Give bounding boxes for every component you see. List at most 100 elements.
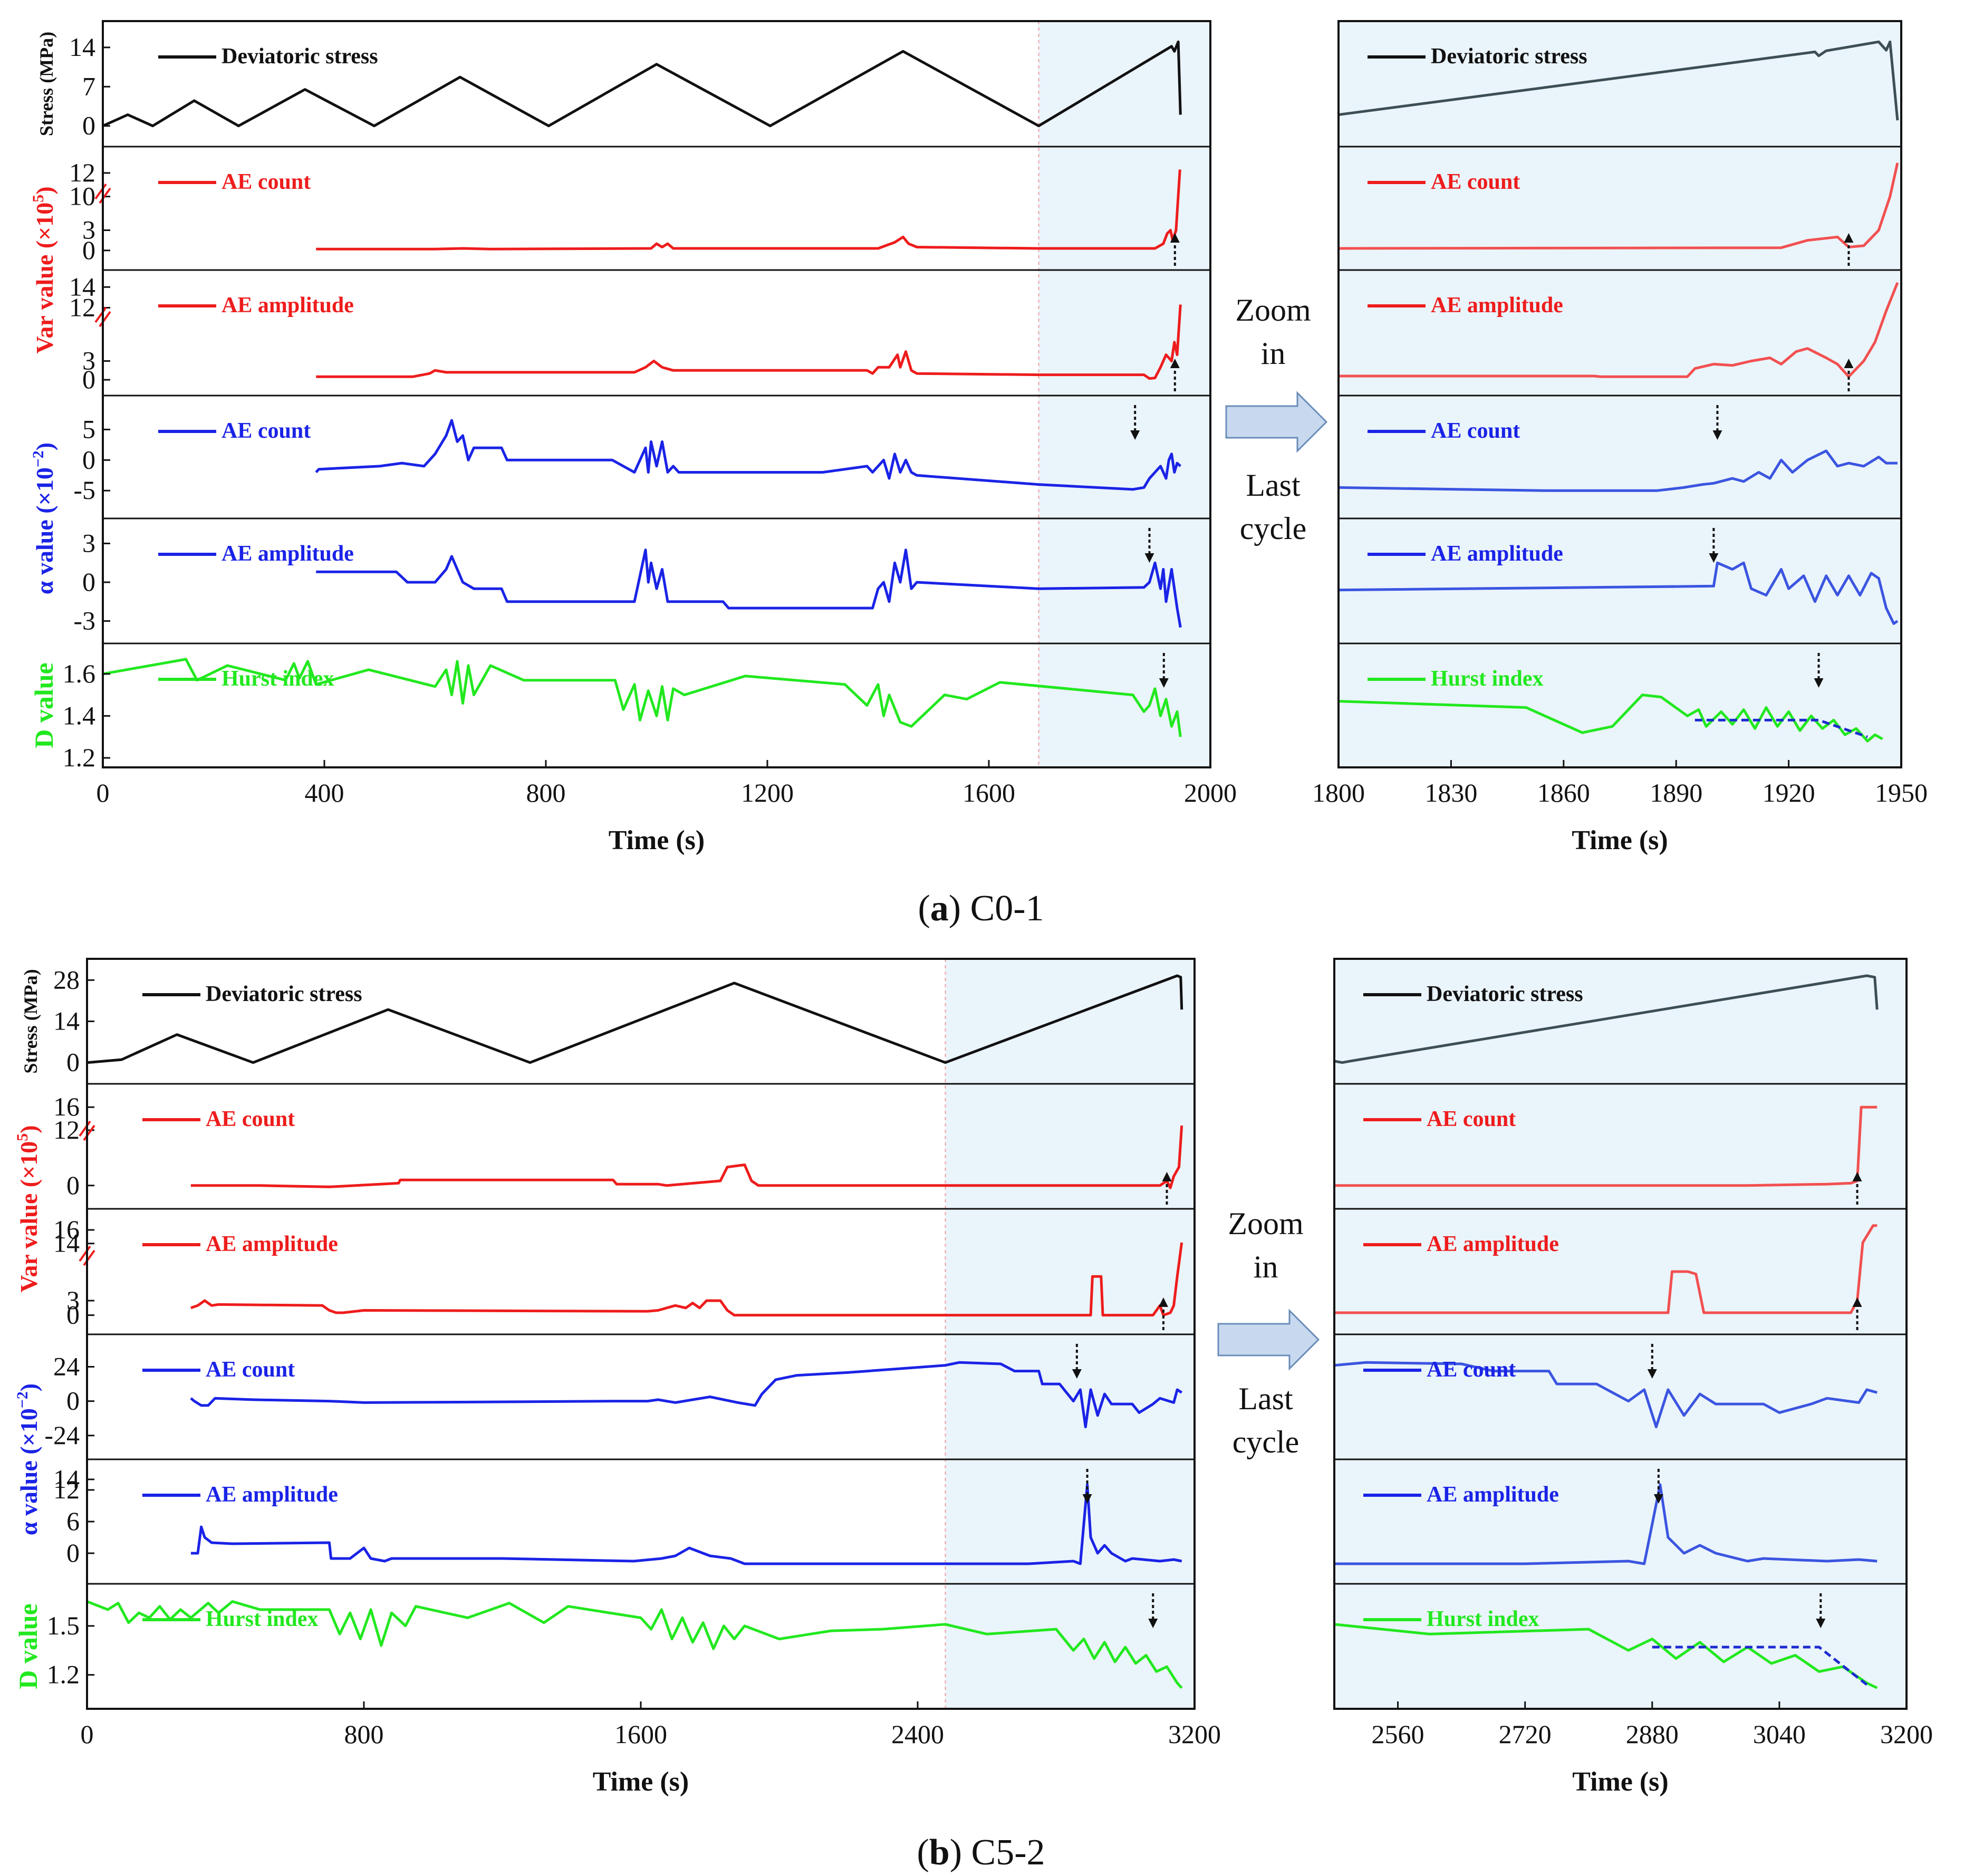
x-tick-label: 0 bbox=[81, 1719, 94, 1749]
y-tick-label: 7 bbox=[82, 71, 95, 101]
legend-label-hurst: Hurst index bbox=[1431, 667, 1544, 691]
legend-label-stress: Deviatoric stress bbox=[206, 982, 362, 1006]
series-line-alpha_amp bbox=[190, 1483, 1182, 1565]
last-label-a: Last bbox=[1246, 468, 1301, 503]
y-tick-label: 0 bbox=[66, 1170, 80, 1200]
y-title-alpha: α value (×10−2) bbox=[14, 1383, 42, 1535]
y-tick-label: 10 bbox=[69, 181, 95, 211]
x-tick-label: 2720 bbox=[1499, 1719, 1552, 1749]
y-tick-label: 1.5 bbox=[47, 1611, 80, 1640]
y-tick-label: 12 bbox=[53, 1475, 80, 1504]
down-arrow-marker bbox=[1712, 405, 1722, 440]
y-tick-label: 0 bbox=[66, 1300, 80, 1330]
legend-label-var_amp: AE amplitude bbox=[222, 293, 354, 318]
legend-label-alpha_count: AE count bbox=[206, 1358, 295, 1382]
series-line-var_amp bbox=[316, 304, 1182, 380]
down-arrow-marker bbox=[1130, 405, 1140, 440]
x-axis-title: Time (s) bbox=[593, 1767, 689, 1797]
y-title-d-value: D value bbox=[29, 662, 59, 748]
series-line-stress bbox=[1339, 40, 1899, 121]
legend-label-alpha_count: AE count bbox=[1431, 419, 1520, 443]
y-tick-label: -3 bbox=[73, 605, 95, 635]
x-tick-label: 2000 bbox=[1184, 778, 1237, 807]
y-title-var: Var value (×105) bbox=[30, 186, 58, 353]
last-cycle-highlight bbox=[1038, 21, 1210, 767]
x-tick-label: 3040 bbox=[1753, 1719, 1806, 1749]
y-tick-label: 12 bbox=[53, 1115, 80, 1144]
x-tick-label: 1200 bbox=[741, 778, 794, 807]
up-arrow-marker bbox=[1844, 233, 1854, 266]
panel-alpha_count: AE count bbox=[1334, 1344, 1878, 1428]
zoom-arrow-a: Zoom in Last cycle bbox=[1225, 293, 1328, 546]
series-line-var_amp bbox=[1339, 282, 1899, 378]
y-tick-label: 5 bbox=[82, 414, 95, 444]
panel-alpha_amp: AE amplitude -3 0 3 bbox=[73, 528, 1182, 635]
panel-stress: Deviatoric stress bbox=[1339, 40, 1899, 121]
series-line-alpha_amp bbox=[316, 549, 1182, 628]
panel-alpha_count: AE count bbox=[1339, 405, 1898, 492]
legend-label-var_amp: AE amplitude bbox=[1431, 293, 1563, 318]
series-line-alpha_amp bbox=[1339, 561, 1899, 625]
y-tick-label: 0 bbox=[66, 1538, 80, 1567]
y-tick-label: 14 bbox=[53, 1006, 80, 1036]
series-line-var_amp bbox=[1334, 1224, 1878, 1314]
panel-stress: Deviatoric stress 0 7 14 bbox=[69, 32, 1182, 140]
legend-label-var_count: AE count bbox=[1427, 1107, 1516, 1131]
x-axis-title: Time (s) bbox=[1572, 1767, 1668, 1797]
series-line-alpha_amp bbox=[1334, 1483, 1878, 1565]
y-tick-label: 12 bbox=[69, 158, 95, 187]
caption-a: (a) C0-1 bbox=[918, 888, 1044, 929]
x-tick-label: 1600 bbox=[962, 778, 1015, 807]
legend-label-stress: Deviatoric stress bbox=[222, 44, 378, 69]
series-line-hurst bbox=[1339, 694, 1883, 743]
y-tick-label: 1.2 bbox=[47, 1660, 80, 1689]
series-line-hurst bbox=[1334, 1623, 1878, 1689]
y-tick-label: 14 bbox=[69, 32, 95, 62]
right-arrow-icon bbox=[1225, 391, 1328, 453]
trend-line bbox=[1695, 718, 1868, 738]
y-tick-label: 0 bbox=[66, 1386, 80, 1416]
chart-a-zoom: Deviatoric stress AE count AE amplitude AE … bbox=[1312, 20, 1928, 855]
y-tick-label: 14 bbox=[69, 272, 95, 301]
up-arrow-marker bbox=[1170, 359, 1180, 391]
y-tick-label: 14 bbox=[53, 1228, 80, 1258]
up-arrow-marker bbox=[1844, 359, 1854, 391]
chart-b-zoom: Deviatoric stress AE count AE amplitude AE … bbox=[1333, 958, 1933, 1797]
panel-hurst: Hurst index bbox=[1339, 653, 1883, 743]
y-tick-label: 0 bbox=[82, 111, 95, 140]
in-label-a: in bbox=[1261, 336, 1286, 371]
y-tick-label: 28 bbox=[53, 965, 80, 994]
right-arrow-icon bbox=[1217, 1309, 1320, 1371]
series-line-var_count bbox=[316, 169, 1181, 251]
down-arrow-marker bbox=[1082, 1469, 1092, 1504]
series-line-alpha_count bbox=[315, 419, 1181, 491]
up-arrow-marker bbox=[1158, 1297, 1168, 1330]
legend-label-var_count: AE count bbox=[222, 170, 311, 194]
legend-label-var_count: AE count bbox=[1431, 170, 1520, 194]
series-line-var_count bbox=[1334, 1105, 1878, 1187]
zoom-arrow-b: Zoom in Last cycle bbox=[1217, 1206, 1320, 1459]
y-tick-label: -5 bbox=[73, 475, 95, 505]
legend-label-stress: Deviatoric stress bbox=[1427, 982, 1583, 1006]
series-line-stress bbox=[103, 40, 1182, 128]
series-line-var_count bbox=[190, 1125, 1183, 1189]
down-arrow-marker bbox=[1647, 1344, 1657, 1379]
up-arrow-marker bbox=[1852, 1172, 1862, 1205]
up-arrow-marker bbox=[1852, 1297, 1862, 1330]
x-tick-label: 1860 bbox=[1537, 778, 1590, 807]
panel-stress: Deviatoric stress 0 14 28 bbox=[53, 965, 1183, 1077]
axis-break-icon bbox=[94, 306, 111, 328]
y-title-d-value: D value bbox=[13, 1603, 43, 1689]
y-tick-label: 16 bbox=[53, 1092, 80, 1121]
x-tick-label: 2560 bbox=[1372, 1719, 1424, 1749]
last-label-b: Last bbox=[1238, 1381, 1293, 1416]
panel-alpha_amp: AE amplitude bbox=[1339, 528, 1899, 625]
series-line-hurst bbox=[103, 658, 1182, 737]
legend-label-alpha_amp: AE amplitude bbox=[1427, 1483, 1559, 1507]
